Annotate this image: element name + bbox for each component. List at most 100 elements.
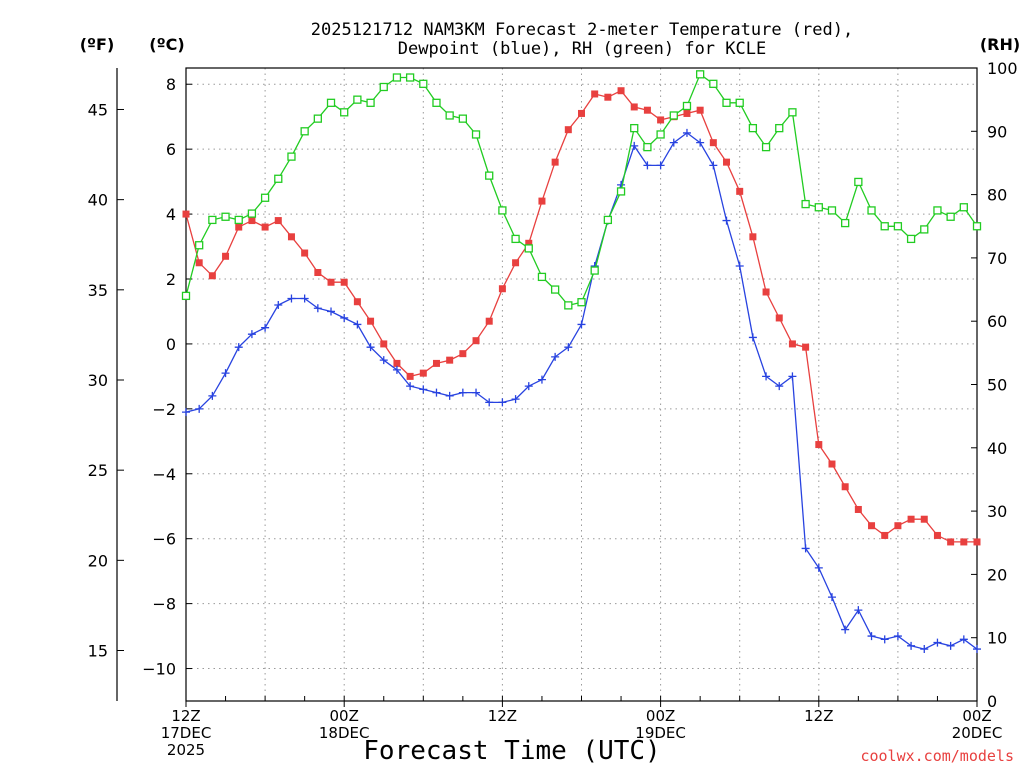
fahrenheit-tick-label: 20 <box>88 551 108 570</box>
rh-point <box>801 199 810 209</box>
rh-point <box>841 218 850 228</box>
celsius-tick-label: 4 <box>166 205 176 224</box>
fahrenheit-tick-label: 45 <box>88 100 108 119</box>
rh-point <box>405 73 415 82</box>
rh-point <box>550 285 560 294</box>
rh-point <box>247 209 257 218</box>
dewpoint-point <box>630 141 639 150</box>
celsius-tick-label: 2 <box>166 270 176 289</box>
rh-point <box>630 123 639 133</box>
series-layer <box>181 70 982 654</box>
rh-point <box>287 152 296 161</box>
chart-title-line-1: 2025121712 NAM3KM Forecast 2-meter Tempe… <box>311 20 853 40</box>
dewpoint-point <box>762 372 771 381</box>
2-meter-temperature-point <box>485 317 493 325</box>
fahrenheit-tick-label: 40 <box>88 191 108 210</box>
time-tick-label: 20DEC <box>952 724 1003 742</box>
rh-point <box>419 79 428 88</box>
rh-tick-label: 50 <box>987 376 1007 395</box>
rh-point <box>313 114 322 123</box>
rh-point <box>682 101 692 111</box>
dewpoint-point <box>880 635 889 644</box>
2-meter-temperature-point <box>591 90 599 98</box>
rh-tick-label: 100 <box>987 59 1018 78</box>
dewpoint-point <box>841 625 850 634</box>
dewpoint-point <box>182 408 190 417</box>
dewpoint-point <box>379 356 388 365</box>
2-meter-temperature-point <box>301 249 309 257</box>
rh-point <box>458 114 468 123</box>
rh-point <box>590 266 599 275</box>
2-meter-temperature-point <box>749 233 757 241</box>
dewpoint-point <box>511 395 520 404</box>
2-meter-temperature-point <box>432 359 440 367</box>
rh-point <box>643 142 652 152</box>
rh-point <box>564 301 573 310</box>
dewpoint-point <box>208 391 217 400</box>
rh-tick-label: 90 <box>987 122 1007 141</box>
dewpoint-point <box>775 382 784 391</box>
rh-tick-label: 20 <box>987 565 1007 584</box>
2-meter-temperature-point <box>709 139 717 147</box>
x-axis-label: Forecast Time (UTC) <box>363 736 660 766</box>
chart-title-line-2: Dewpoint (blue), RH (green) for KCLE <box>398 39 766 59</box>
dewpoint-point <box>234 343 243 352</box>
rh-point <box>234 215 243 225</box>
dewpoint-point <box>643 161 652 170</box>
dewpoint-point <box>524 382 533 391</box>
dewpoint-point <box>748 333 757 342</box>
rh-point <box>761 142 771 152</box>
time-tick-label: 2025 <box>167 741 205 759</box>
2-meter-temperature-point <box>881 531 889 539</box>
2-meter-temperature-point <box>723 158 731 166</box>
rh-point <box>603 215 613 225</box>
dewpoint-point <box>788 372 797 381</box>
rh-point <box>880 222 889 231</box>
dewpoint-point <box>735 262 744 271</box>
2-meter-temperature-point <box>287 233 295 241</box>
rh-point <box>208 215 217 225</box>
dewpoint-point <box>551 352 560 361</box>
dewpoint-point <box>907 641 916 650</box>
2-meter-temperature-point <box>683 109 691 117</box>
celsius-tick-label: −4 <box>152 465 176 484</box>
2-meter-temperature-point <box>261 223 269 231</box>
dewpoint-point <box>221 369 230 378</box>
2-meter-temperature-point <box>340 278 348 286</box>
rh-point <box>524 244 533 253</box>
dewpoint-point <box>656 161 665 170</box>
dewpoint-point <box>801 544 810 553</box>
dewpoint-point <box>577 320 586 329</box>
2-meter-temperature-point <box>248 217 256 225</box>
2-meter-temperature-point <box>538 197 546 205</box>
rh-point <box>722 98 731 107</box>
dewpoint-point <box>696 138 705 147</box>
rh-point <box>959 203 968 212</box>
credit-text[interactable]: coolwx.com/models <box>860 747 1014 765</box>
rh-point <box>260 193 270 202</box>
rh-point <box>616 187 626 196</box>
2-meter-temperature-point <box>367 317 375 325</box>
2-meter-temperature-point <box>775 314 783 322</box>
rh-point <box>669 111 678 120</box>
2-meter-temperature-point <box>696 106 704 114</box>
rh-point <box>906 234 916 244</box>
dewpoint-point <box>867 632 876 641</box>
rh-point <box>577 298 586 307</box>
celsius-tick-label: 6 <box>166 140 176 159</box>
2-meter-temperature-point <box>512 259 520 267</box>
dewpoint-point <box>485 398 494 407</box>
2-meter-temperature-point <box>182 210 190 218</box>
2-meter-temperature-point <box>578 109 585 117</box>
rh-point <box>221 212 230 221</box>
2-meter-temperature-point <box>327 278 335 286</box>
time-tick-label: 12Z <box>171 707 200 725</box>
rh-tick-label: 10 <box>987 629 1007 648</box>
time-tick-label: 18DEC <box>319 724 370 742</box>
celsius-tick-label: −2 <box>152 400 176 419</box>
fahrenheit-tick-label: 35 <box>88 281 108 300</box>
time-tick-label: 19DEC <box>635 724 686 742</box>
dewpoint-point <box>564 343 573 352</box>
rh-point <box>392 73 402 82</box>
